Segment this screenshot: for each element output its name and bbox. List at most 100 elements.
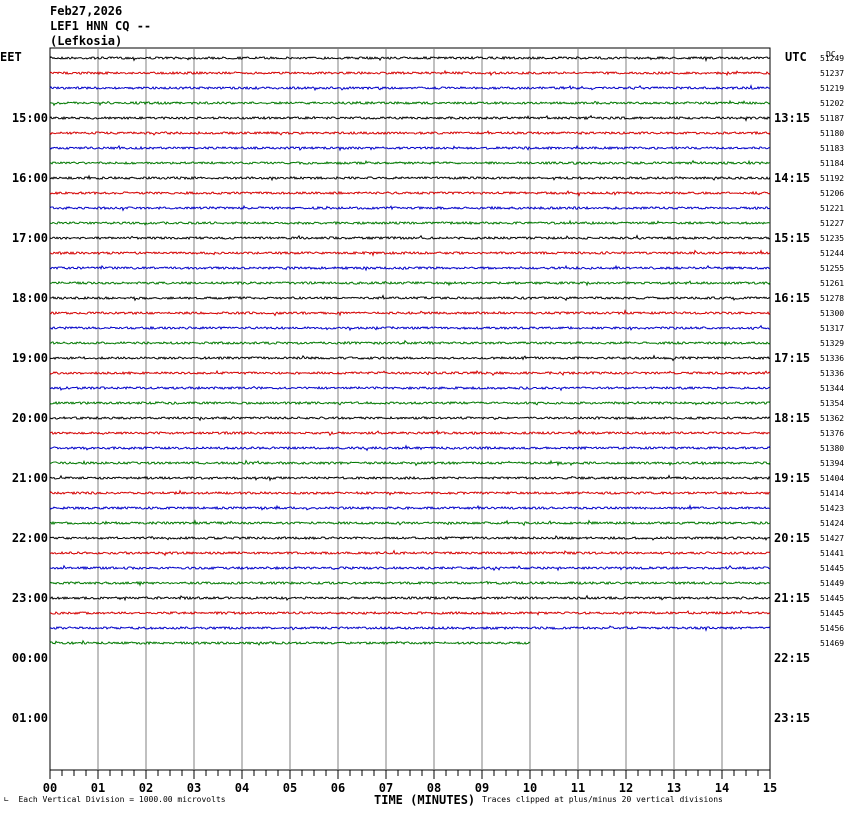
- plot-frame: [49, 47, 771, 771]
- dc-offset-label: 51202: [820, 99, 844, 108]
- dc-offset-label: 51249: [820, 54, 844, 63]
- dc-offset-label: 51394: [820, 459, 844, 468]
- seismic-trace: [49, 504, 771, 511]
- seismic-trace: [49, 99, 771, 107]
- left-hour-label: 22:00: [12, 531, 48, 545]
- seismic-trace: [49, 114, 771, 122]
- scale-note: ∟ Each Vertical Division = 1000.00 micro…: [4, 795, 226, 804]
- x-tick-label: 07: [379, 781, 393, 795]
- seismic-trace: [49, 549, 771, 557]
- seismic-trace: [49, 444, 771, 452]
- dc-offset-label: 51456: [820, 624, 844, 633]
- dc-header-label: DC: [826, 50, 836, 59]
- seismic-trace: [49, 249, 771, 257]
- seismic-trace: [49, 535, 771, 541]
- seismic-trace: [49, 294, 771, 302]
- seismic-trace: [49, 219, 771, 226]
- seismic-trace: [49, 190, 771, 197]
- seismic-trace: [49, 429, 771, 437]
- right-hour-label: 16:15: [774, 291, 810, 305]
- dc-offset-label: 51278: [820, 294, 844, 303]
- right-hour-label: 14:15: [774, 171, 810, 185]
- x-tick-label: 08: [427, 781, 441, 795]
- dc-offset-label: 51362: [820, 414, 844, 423]
- seismic-trace: [49, 280, 771, 287]
- x-tick-label: 15: [763, 781, 777, 795]
- right-hour-label: 17:15: [774, 351, 810, 365]
- x-tick-label: 05: [283, 781, 297, 795]
- dc-offset-label: 51336: [820, 369, 844, 378]
- dc-offset-label: 51336: [820, 354, 844, 363]
- right-hour-label: 15:15: [774, 231, 810, 245]
- left-hour-label: 21:00: [12, 471, 48, 485]
- seismic-trace: [49, 369, 771, 377]
- dc-offset-label: 51424: [820, 519, 844, 528]
- x-tick-label: 09: [475, 781, 489, 795]
- left-hour-label: 18:00: [12, 291, 48, 305]
- dc-offset-label: 51344: [820, 384, 844, 393]
- seismic-trace: [49, 159, 771, 166]
- left-hour-label: 20:00: [12, 411, 48, 425]
- right-hour-label: 18:15: [774, 411, 810, 425]
- seismic-trace: [49, 174, 771, 182]
- x-tick-label: 13: [667, 781, 681, 795]
- dc-offset-label: 51255: [820, 264, 844, 273]
- x-tick-label: 00: [43, 781, 57, 795]
- left-hour-label: 17:00: [12, 231, 48, 245]
- dc-offset-label: 51183: [820, 144, 844, 153]
- dc-offset-label: 51449: [820, 579, 844, 588]
- seismic-trace: [49, 354, 771, 362]
- left-hour-label: 19:00: [12, 351, 48, 365]
- dc-offset-label: 51445: [820, 609, 844, 618]
- seismic-trace: [49, 400, 771, 406]
- scale-note-text: Each Vertical Division = 1000.00 microvo…: [18, 795, 226, 804]
- seismic-trace: [49, 415, 771, 422]
- dc-offset-label: 51380: [820, 444, 844, 453]
- left-hour-label: 00:00: [12, 651, 48, 665]
- seismic-trace: [49, 639, 531, 646]
- x-axis-title: TIME (MINUTES): [374, 793, 476, 807]
- dc-offset-label: 51423: [820, 504, 844, 513]
- seismic-trace: [49, 84, 771, 92]
- dc-offset-label: 51317: [820, 324, 844, 333]
- x-tick-label: 04: [235, 781, 249, 795]
- seismic-trace: [49, 55, 771, 63]
- seismic-trace: [49, 234, 771, 241]
- header-date: Feb27,2026: [50, 4, 123, 18]
- x-tick-label: 03: [187, 781, 201, 795]
- dc-offset-label: 51192: [820, 174, 844, 183]
- dc-offset-label: 51445: [820, 564, 844, 573]
- x-tick-label: 14: [715, 781, 729, 795]
- right-hour-label: 19:15: [774, 471, 810, 485]
- left-hour-label: 23:00: [12, 591, 48, 605]
- left-hour-label: 01:00: [12, 711, 48, 725]
- seismic-trace: [49, 144, 771, 152]
- seismic-trace: [49, 385, 771, 392]
- x-tick-label: 11: [571, 781, 585, 795]
- seismic-trace: [49, 564, 771, 572]
- right-hour-label: 20:15: [774, 531, 810, 545]
- dc-offset-label: 51376: [820, 429, 844, 438]
- seismic-trace: [49, 204, 771, 212]
- dc-offset-label: 51300: [820, 309, 844, 318]
- seismic-trace: [49, 519, 771, 527]
- dc-offset-label: 51427: [820, 534, 844, 543]
- header-station: LEF1 HNN CQ --: [50, 19, 152, 33]
- seismic-trace: [49, 324, 771, 332]
- dc-offset-label: 51184: [820, 159, 844, 168]
- seismic-trace: [49, 339, 771, 347]
- seismic-trace: [49, 489, 771, 496]
- dc-offset-label: 51227: [820, 219, 844, 228]
- x-tick-label: 06: [331, 781, 345, 795]
- dc-offset-label: 51187: [820, 114, 844, 123]
- dc-offset-label: 51404: [820, 474, 844, 483]
- right-hour-label: 13:15: [774, 111, 810, 125]
- left-timezone-label: EET: [0, 50, 22, 64]
- x-tick-label: 10: [523, 781, 537, 795]
- dc-offset-label: 51237: [820, 69, 844, 78]
- seismic-trace: [49, 264, 771, 272]
- clip-note: Traces clipped at plus/minus 20 vertical…: [482, 795, 723, 804]
- seismic-trace: [49, 625, 771, 632]
- x-tick-label: 01: [91, 781, 105, 795]
